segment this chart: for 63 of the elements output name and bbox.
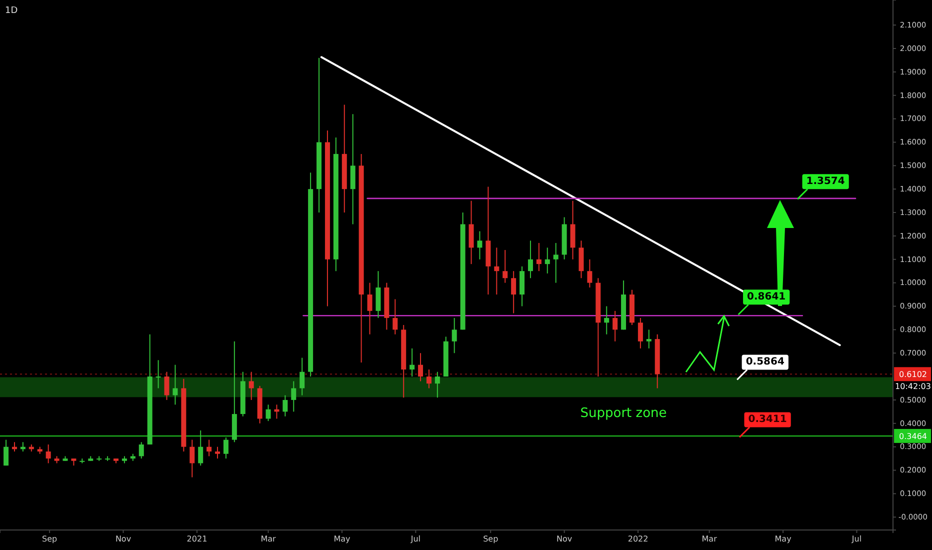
candlestick xyxy=(138,442,144,460)
candlestick xyxy=(172,364,178,406)
candlestick xyxy=(511,270,516,314)
candlestick xyxy=(544,247,550,274)
candlestick xyxy=(638,317,643,349)
candlestick xyxy=(4,439,9,466)
x-tick-label: 2022 xyxy=(628,534,648,544)
candlestick xyxy=(536,242,542,272)
candlestick xyxy=(164,371,170,400)
x-tick-label: Sep xyxy=(42,534,58,544)
candlestick xyxy=(452,317,457,354)
candlestick xyxy=(477,230,482,260)
candlestick xyxy=(350,114,356,225)
candlestick xyxy=(434,371,440,398)
candlestick xyxy=(248,371,254,400)
candlestick xyxy=(215,446,220,460)
candlestick xyxy=(282,394,288,417)
candlestick xyxy=(291,380,296,412)
candlestick xyxy=(156,360,161,389)
candlestick xyxy=(570,200,576,260)
candlestick xyxy=(578,240,584,279)
candlestick xyxy=(418,352,424,382)
text: 1D xyxy=(5,6,18,16)
candlestick xyxy=(376,270,381,318)
candlestick xyxy=(410,348,415,378)
candlestick xyxy=(190,439,195,478)
candlestick xyxy=(198,430,204,466)
ref-line-label: 0.6102 xyxy=(899,370,927,380)
candlestick xyxy=(587,258,592,288)
x-tick-label: Sep xyxy=(483,534,498,544)
candlestick xyxy=(502,250,508,284)
candlestick xyxy=(604,306,610,335)
x-tick-label: Jul xyxy=(410,534,421,544)
candlestick xyxy=(426,369,432,389)
candlestick xyxy=(646,329,652,349)
candlestick xyxy=(553,242,558,284)
x-tick-label: 2021 xyxy=(186,534,208,544)
annotation: 0.3411 xyxy=(748,414,787,426)
candlestick xyxy=(206,439,212,457)
candlestick xyxy=(468,200,474,265)
candlestick xyxy=(520,266,525,307)
annotation: 0.5864 xyxy=(746,356,784,368)
band-label: Support zone xyxy=(580,406,667,422)
x-tick-label: Nov xyxy=(115,534,132,544)
x-tick-label: May xyxy=(334,534,351,544)
candlestick xyxy=(46,444,51,464)
candlestick xyxy=(223,436,228,460)
x-tick-label: Jul xyxy=(850,534,862,544)
candlestick xyxy=(528,240,533,279)
candlestick xyxy=(612,310,618,342)
candlestick xyxy=(266,404,271,422)
ref-line-label: 0.3464 xyxy=(899,432,927,441)
x-tick-label: May xyxy=(774,534,792,544)
annotation: 0.8641 xyxy=(747,292,786,303)
x-tick-label: Mar xyxy=(260,534,277,544)
candlestick xyxy=(367,282,372,335)
candlestick xyxy=(392,298,398,335)
candlestick xyxy=(300,357,305,396)
annotation: 1.3574 xyxy=(806,176,845,188)
x-tick-label: Nov xyxy=(556,534,572,544)
text: 10:42:03 xyxy=(895,382,931,392)
candlestick xyxy=(494,247,500,296)
x-tick-label: Mar xyxy=(702,534,718,544)
